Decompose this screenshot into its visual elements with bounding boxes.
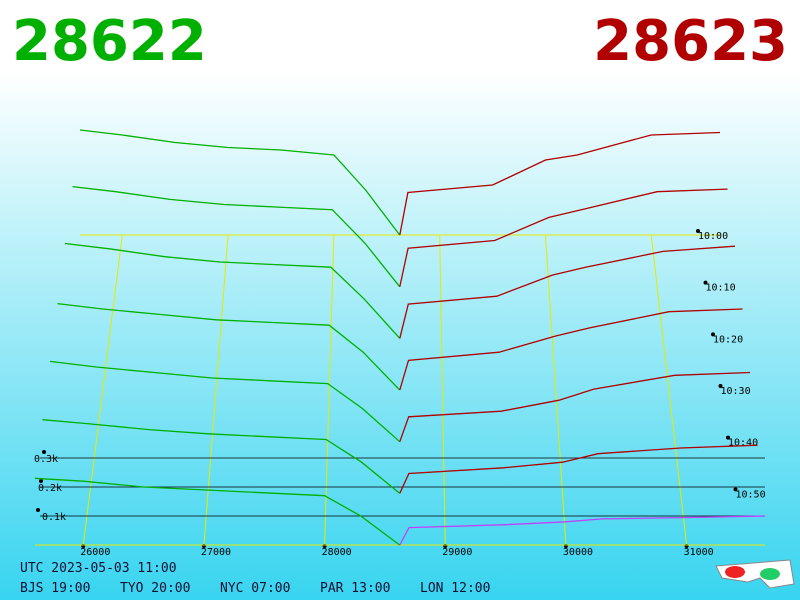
footer-text: TYO 20:00: [120, 581, 190, 596]
footer-text: UTC 2023-05-03 11:00: [20, 561, 177, 576]
ask-depth-line: [399, 131, 721, 236]
time-mark: [718, 384, 723, 388]
ask-depth-line: [399, 371, 751, 442]
x-grid-line: [203, 234, 229, 546]
x-grid-line: [544, 234, 567, 546]
bid-price: 28622: [12, 9, 207, 74]
x-tick-label: 26000: [80, 547, 110, 558]
3d-glasses-icon: [715, 559, 795, 589]
time-mark: [711, 332, 715, 337]
footer-text: NYC 07:00: [220, 581, 290, 596]
y-tick-mark: [36, 508, 40, 512]
x-grid-line: [650, 234, 688, 546]
footer-text: BJS 19:00: [20, 581, 90, 596]
bid-depth-line: [79, 129, 401, 236]
time-mark: [703, 280, 708, 285]
bid-depth-line: [72, 185, 401, 288]
x-tick-label: 29000: [442, 547, 472, 558]
x-tick-label: 27000: [201, 547, 231, 558]
time-mark: [696, 229, 700, 233]
time-label: 10:00: [698, 231, 728, 242]
footer-text: LON 12:00: [420, 581, 490, 596]
bid-depth-line: [34, 477, 400, 546]
time-label: 10:30: [721, 386, 751, 397]
time-label: 10:10: [706, 283, 736, 294]
y-tick-mark: [39, 479, 43, 483]
bid-depth-line: [64, 242, 401, 339]
time-label: 10:40: [728, 438, 758, 449]
x-grid-line: [439, 234, 446, 546]
x-tick-label: 31000: [684, 547, 714, 558]
x-grid-line: [324, 234, 335, 546]
ask-depth-line: [399, 188, 728, 287]
y-tick-label: 0.1k: [42, 512, 66, 523]
y-tick-mark: [42, 450, 46, 454]
time-mark: [726, 435, 730, 440]
time-label: 10:20: [713, 334, 743, 345]
x-tick-label: 28000: [322, 547, 352, 558]
ask-depth-line: [399, 515, 766, 546]
footer-text: PAR 13:00: [320, 581, 390, 596]
y-tick-label: 0.3k: [34, 454, 58, 465]
time-mark: [733, 487, 738, 492]
ask-depth-line: [399, 308, 743, 391]
x-tick-label: 30000: [563, 547, 593, 558]
ask-depth-line: [399, 245, 736, 339]
bid-depth-line: [42, 419, 401, 494]
ask-price: 28623: [593, 9, 788, 74]
ask-depth-line: [399, 444, 758, 494]
bid-depth-line: [49, 360, 401, 443]
time-label: 10:50: [736, 489, 766, 500]
x-grid-line: [82, 234, 123, 546]
bid-depth-line: [57, 302, 401, 391]
y-tick-label: 0.2k: [38, 483, 62, 494]
